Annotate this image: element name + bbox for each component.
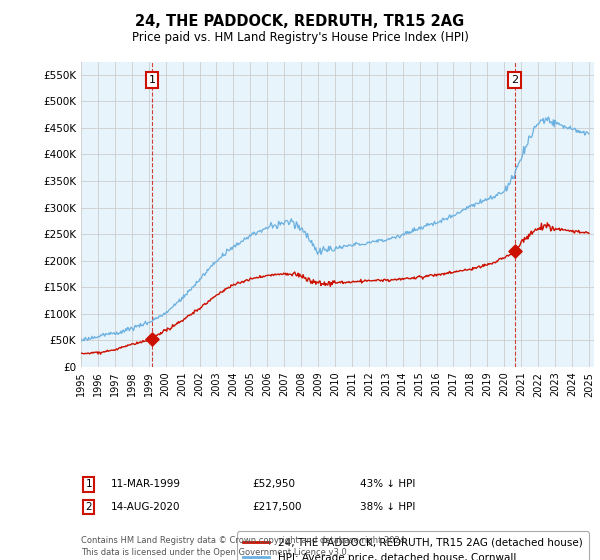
Text: 11-MAR-1999: 11-MAR-1999 (111, 479, 181, 489)
Text: £52,950: £52,950 (252, 479, 295, 489)
Point (147, 334, 157, 343)
Text: 2: 2 (85, 502, 92, 512)
Text: Price paid vs. HM Land Registry's House Price Index (HPI): Price paid vs. HM Land Registry's House … (131, 31, 469, 44)
Text: Contains HM Land Registry data © Crown copyright and database right 2024.
This d: Contains HM Land Registry data © Crown c… (81, 536, 407, 557)
Text: 24, THE PADDOCK, REDRUTH, TR15 2AG: 24, THE PADDOCK, REDRUTH, TR15 2AG (136, 14, 464, 29)
Text: 1: 1 (148, 75, 155, 85)
Text: 38% ↓ HPI: 38% ↓ HPI (360, 502, 415, 512)
Text: 43% ↓ HPI: 43% ↓ HPI (360, 479, 415, 489)
Text: 1: 1 (85, 479, 92, 489)
Legend: 24, THE PADDOCK, REDRUTH, TR15 2AG (detached house), HPI: Average price, detache: 24, THE PADDOCK, REDRUTH, TR15 2AG (deta… (237, 531, 589, 560)
Point (510, 247, 520, 256)
Text: 2: 2 (511, 75, 518, 85)
Text: £217,500: £217,500 (252, 502, 302, 512)
Text: 14-AUG-2020: 14-AUG-2020 (111, 502, 181, 512)
